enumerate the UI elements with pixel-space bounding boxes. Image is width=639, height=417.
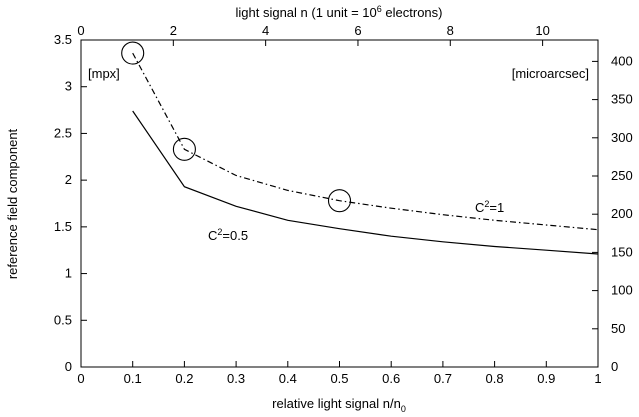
- series-label-c2-05: C2=0.5: [208, 227, 248, 243]
- circled-point-marker: [327, 189, 352, 213]
- marker-layer: [121, 41, 352, 213]
- y-unit-right: [microarcsec]: [512, 66, 589, 81]
- y-tick-label: 2: [65, 172, 72, 187]
- y2-tick-label: 300: [611, 130, 633, 145]
- y2-tick-label: 350: [611, 92, 633, 107]
- x-tick-label: 0.8: [486, 371, 504, 386]
- top-x-axis-label-pre: light signal n (1 unit = 10: [235, 5, 376, 20]
- y2-tick-label: 250: [611, 168, 633, 183]
- top-x-tick-label: 10: [535, 23, 549, 38]
- top-x-axis-label: light signal n (1 unit = 106 electrons): [235, 4, 442, 20]
- y-tick-label: 3.5: [54, 32, 72, 47]
- x-tick-label: 0.7: [434, 371, 452, 386]
- y2-tick-label: 400: [611, 53, 633, 68]
- y2-tick-label: 150: [611, 244, 633, 259]
- axis-ticks: 0 0.1 0.2 0.3 0.4 0.5 0.6 0.7 0.8 0.9 100.511.522.…: [54, 23, 633, 386]
- y-tick-label: 1.5: [54, 219, 72, 234]
- top-x-axis-label-post: electrons): [382, 5, 443, 20]
- plot-frame: [80, 39, 599, 368]
- x-tick-label: 0.9: [537, 371, 555, 386]
- x-tick-label: 0.2: [175, 371, 193, 386]
- y2-tick-label: 0: [611, 359, 618, 374]
- y-axis-label: reference field component: [5, 128, 20, 279]
- series-label-c2-05-tail: =0.5: [222, 228, 248, 243]
- top-x-tick-label: 0: [77, 23, 84, 38]
- series-layer: [132, 52, 599, 255]
- top-x-tick-label: 6: [354, 23, 361, 38]
- y-tick-label: 3: [65, 79, 72, 94]
- x-tick-label: 1: [594, 371, 601, 386]
- x-axis-label-main: relative light signal n/n: [272, 396, 401, 411]
- y-tick-label: 2.5: [54, 125, 72, 140]
- y-tick-label: 1: [65, 266, 72, 281]
- y2-tick-label: 50: [611, 321, 625, 336]
- x-tick-label: 0.5: [330, 371, 348, 386]
- series-line-c2-05: [132, 110, 599, 255]
- y2-tick-label: 200: [611, 206, 633, 221]
- circled-point-marker: [121, 41, 145, 65]
- x-axis-label-sub: 0: [401, 404, 406, 414]
- y-tick-label: 0: [65, 359, 72, 374]
- x-tick-label: 0.4: [279, 371, 297, 386]
- series-label-c2-1: C2=1: [475, 199, 504, 215]
- y-unit-left: [mpx]: [88, 66, 120, 81]
- top-x-tick-label: 2: [170, 23, 177, 38]
- y-tick-label: 0.5: [54, 312, 72, 327]
- series-label-c2-1-tail: =1: [489, 200, 504, 215]
- x-tick-label: 0.6: [382, 371, 400, 386]
- top-x-tick-label: 4: [262, 23, 269, 38]
- top-x-tick-label: 8: [447, 23, 454, 38]
- series-line-c2-1: [132, 52, 599, 231]
- x-tick-label: 0: [77, 371, 84, 386]
- circled-point-marker: [172, 137, 196, 161]
- series-label-c2-1-sup: 2: [484, 199, 489, 209]
- series-label-c2-05-sup: 2: [217, 227, 222, 237]
- x-tick-label: 0.1: [124, 371, 142, 386]
- x-axis-label: relative light signal n/n0: [272, 396, 406, 414]
- series-label-c2-05-base: C: [208, 228, 217, 243]
- x-tick-label: 0.3: [227, 371, 245, 386]
- series-label-c2-1-base: C: [475, 200, 484, 215]
- top-x-axis-label-sup: 6: [377, 4, 382, 14]
- y2-tick-label: 100: [611, 283, 633, 298]
